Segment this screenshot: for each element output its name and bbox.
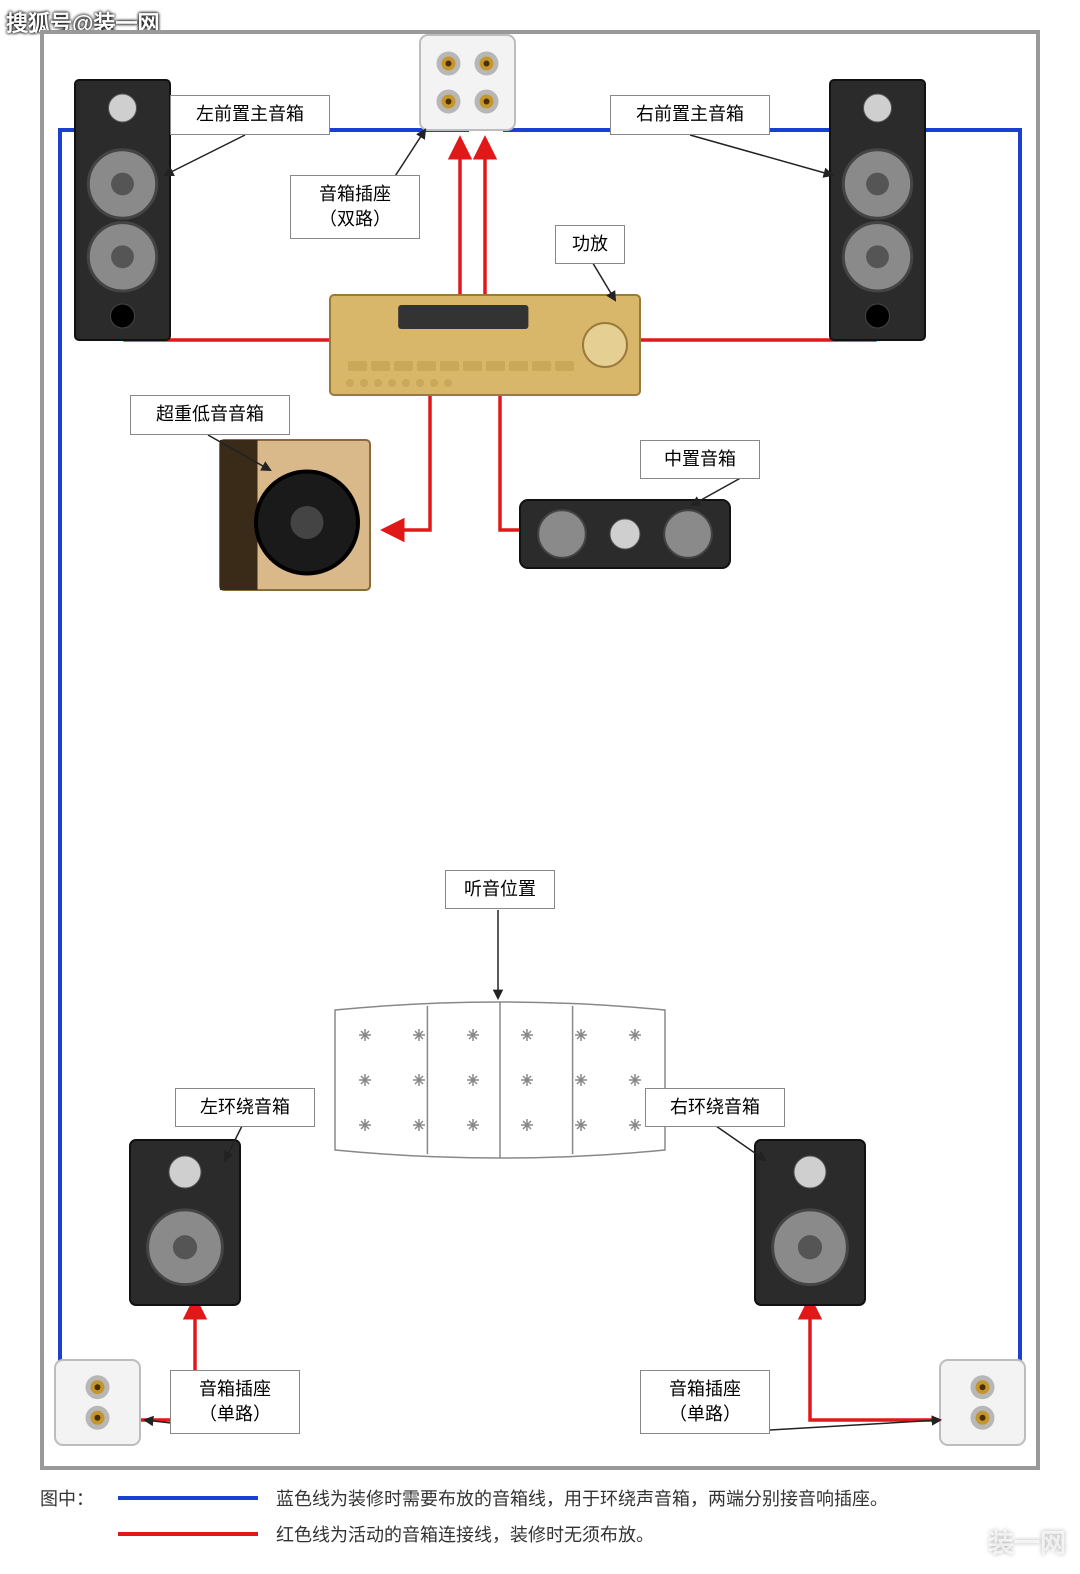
- room-border: [40, 30, 1040, 1470]
- legend: 图中： 蓝色线为装修时需要布放的音箱线，用于环绕声音箱，两端分别接音响插座。 红…: [40, 1485, 1040, 1557]
- label-plate_bl: 音箱插座 （单路）: [170, 1370, 300, 1434]
- label-plate_br: 音箱插座 （单路）: [640, 1370, 770, 1434]
- label-center: 中置音箱: [640, 440, 760, 479]
- label-wall_plate_top: 音箱插座 （双路）: [290, 175, 420, 239]
- legend-text-blue: 蓝色线为装修时需要布放的音箱线，用于环绕声音箱，两端分别接音响插座。: [276, 1485, 888, 1511]
- label-listen: 听音位置: [445, 870, 555, 909]
- label-front_right: 右前置主音箱: [610, 95, 770, 135]
- label-front_left: 左前置主音箱: [170, 95, 330, 135]
- legend-line-blue: [118, 1496, 258, 1500]
- legend-line-red: [118, 1532, 258, 1536]
- label-surround_right: 右环绕音箱: [645, 1088, 785, 1127]
- legend-prefix: 图中：: [40, 1485, 100, 1511]
- label-subwoofer: 超重低音音箱: [130, 395, 290, 435]
- diagram-canvas: 搜狐号@装一网 左前置主音箱右前置主音箱音箱插座 （双路）功放超重低音音箱中置音…: [0, 0, 1080, 1574]
- legend-text-red: 红色线为活动的音箱连接线，装修时无须布放。: [276, 1521, 654, 1547]
- label-surround_left: 左环绕音箱: [175, 1088, 315, 1127]
- watermark-bottom: 装一网: [988, 1523, 1066, 1560]
- label-amp: 功放: [555, 225, 625, 264]
